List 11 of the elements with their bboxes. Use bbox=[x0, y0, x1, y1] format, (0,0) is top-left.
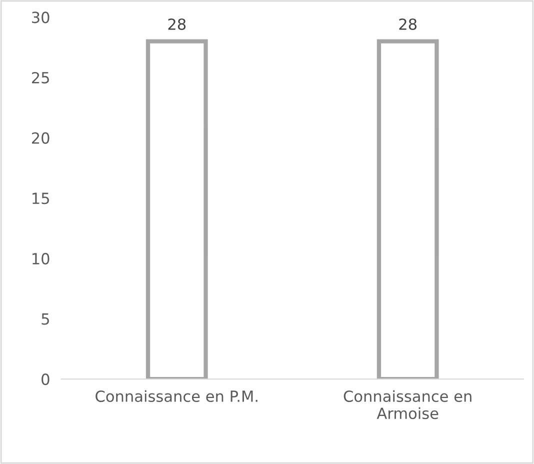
y-tick-label: 25 bbox=[32, 72, 49, 84]
data-label: 28 bbox=[399, 18, 417, 30]
y-tick-label: 20 bbox=[32, 132, 50, 144]
x-tick-label: Connaissance en Armoise bbox=[344, 390, 472, 420]
x-tick-label: Connaissance en P.M. bbox=[96, 390, 258, 402]
y-tick-label: 5 bbox=[42, 313, 49, 325]
y-tick-label: 10 bbox=[32, 252, 50, 264]
data-label: 28 bbox=[168, 18, 186, 30]
y-tick-label: 15 bbox=[32, 192, 49, 204]
y-tick-label: 30 bbox=[32, 12, 50, 24]
y-tick-label: 0 bbox=[42, 374, 50, 386]
